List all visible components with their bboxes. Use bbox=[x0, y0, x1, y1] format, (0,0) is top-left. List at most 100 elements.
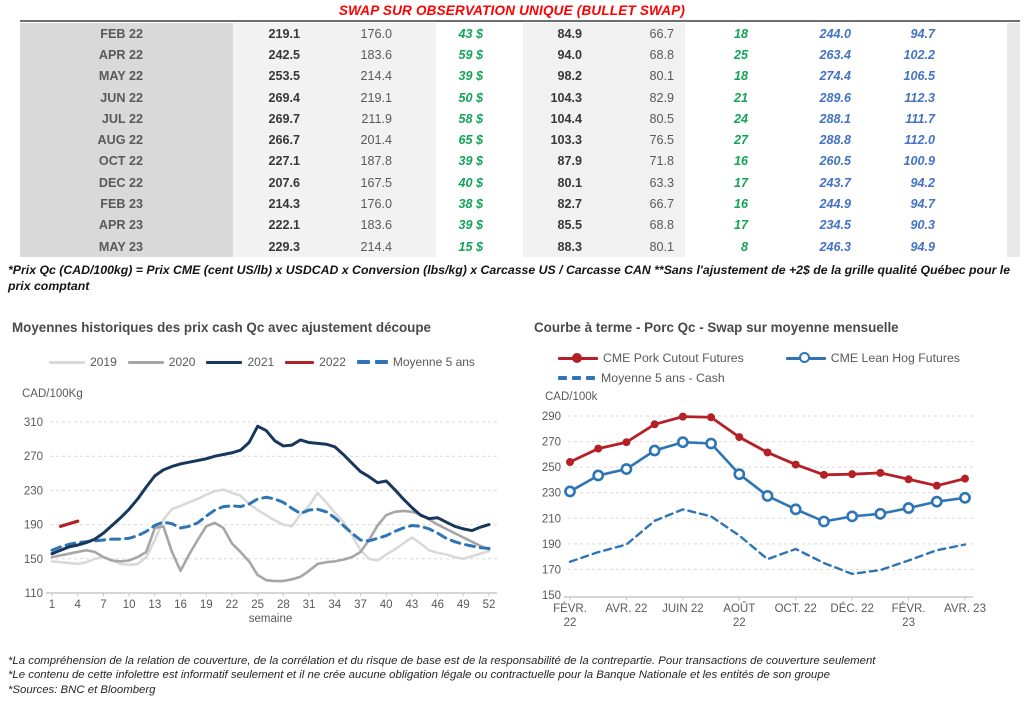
svg-text:7: 7 bbox=[100, 599, 106, 611]
disclaimer-line: *La compréhension de la relation de couv… bbox=[8, 655, 876, 667]
cell-value: 288.1 bbox=[819, 111, 851, 126]
svg-text:230: 230 bbox=[542, 488, 561, 500]
cell-value: 25 bbox=[733, 47, 748, 62]
cell-value: 214.4 bbox=[336, 235, 436, 258]
cell-value: 24 bbox=[733, 111, 748, 126]
svg-text:13: 13 bbox=[148, 599, 161, 611]
cell-value: 234.5 bbox=[819, 218, 851, 233]
cell-value: 183.6 bbox=[336, 44, 436, 66]
legend-label: 2020 bbox=[168, 355, 196, 369]
table-row: DEC 22 207.6 167.5 40 $ 80.1 63.3 17 243.7 94.2 bbox=[20, 172, 955, 194]
ring-line-swatch bbox=[785, 352, 826, 363]
svg-text:52: 52 bbox=[483, 599, 496, 611]
cell-month: APR 23 bbox=[20, 214, 233, 236]
cell-value: 94.7 bbox=[910, 26, 935, 41]
cell-value: 111.7 bbox=[905, 111, 935, 126]
cell-value: 201.4 bbox=[336, 129, 436, 151]
legend-item-2020: 2020 bbox=[127, 355, 196, 369]
cell-value: 8 bbox=[740, 239, 748, 254]
svg-text:110: 110 bbox=[25, 588, 43, 600]
right-chart-legend-row1: CME Pork Cutout Futures CME Lean Hog Fut… bbox=[558, 351, 960, 365]
cell-value: 269.7 bbox=[233, 108, 336, 130]
cell-month: FEB 23 bbox=[20, 193, 233, 215]
svg-text:37: 37 bbox=[354, 599, 367, 611]
legend-label: 2019 bbox=[90, 355, 117, 369]
cell-value: 187.8 bbox=[336, 150, 436, 173]
cell-value: 27 bbox=[733, 133, 748, 148]
svg-text:DÉC. 22: DÉC. 22 bbox=[830, 602, 873, 615]
cell-value: 39 $ bbox=[458, 218, 483, 233]
table-row: OCT 22 227.1 187.8 39 $ 87.9 71.8 16 260.5 100.9 bbox=[20, 150, 955, 173]
table-row: MAY 22 253.5 214.4 39 $ 98.2 80.1 18 274.4 106.5 bbox=[20, 65, 955, 87]
right-chart-title: Courbe à terme - Porc Qc - Swap sur moye… bbox=[534, 320, 899, 335]
table-row: APR 23 222.1 183.6 39 $ 85.5 68.8 17 234.5 90.3 bbox=[20, 214, 955, 236]
legend-label: 2021 bbox=[247, 355, 275, 369]
svg-text:4: 4 bbox=[75, 599, 82, 611]
table-row: MAY 23 229.3 214.4 15 $ 88.3 80.1 8 246.3 94.9 bbox=[20, 235, 955, 258]
right-chart-legend-row2: Moyenne 5 ans - Cash bbox=[558, 371, 725, 385]
svg-text:46: 46 bbox=[431, 599, 444, 611]
cell-value: 222.1 bbox=[233, 214, 336, 236]
line-swatch-2021 bbox=[206, 360, 243, 364]
cell-value: 167.5 bbox=[336, 172, 436, 194]
cell-value: 88.3 bbox=[523, 235, 604, 258]
svg-text:190: 190 bbox=[542, 539, 561, 551]
cell-value: 227.1 bbox=[233, 150, 336, 173]
cell-value: 58 $ bbox=[458, 111, 483, 126]
cell-value: 274.4 bbox=[819, 69, 851, 84]
cell-value: 176.0 bbox=[336, 23, 436, 45]
cell-value: 219.1 bbox=[336, 86, 436, 109]
svg-text:150: 150 bbox=[24, 554, 43, 566]
cell-value: 98.2 bbox=[523, 65, 604, 87]
cell-value: 16 bbox=[733, 154, 748, 169]
legend-item-2021: 2021 bbox=[206, 355, 274, 369]
line-swatch-2022 bbox=[285, 360, 315, 364]
table-footnote: *Prix Qc (CAD/100kg) = Prix CME (cent US… bbox=[8, 263, 1011, 294]
svg-text:230: 230 bbox=[24, 485, 43, 497]
svg-text:FÉVR.: FÉVR. bbox=[892, 602, 926, 615]
cell-value: 104.4 bbox=[523, 108, 604, 130]
cell-value: 244.9 bbox=[819, 197, 851, 212]
cell-value: 103.3 bbox=[523, 129, 604, 151]
disclaimer-line: *Le contenu de cette infolettre est info… bbox=[8, 669, 830, 682]
table-right-strip bbox=[1007, 23, 1020, 257]
cell-value: 71.8 bbox=[604, 150, 685, 173]
cell-value: 66.7 bbox=[604, 23, 685, 45]
legend-item-moyenne: Moyenne 5 ans bbox=[356, 355, 475, 369]
cell-value: 15 $ bbox=[458, 239, 483, 254]
svg-text:AOÛT: AOÛT bbox=[723, 602, 755, 615]
cell-value: 40 $ bbox=[458, 175, 483, 190]
cell-value: 266.7 bbox=[233, 129, 336, 151]
cell-value: 82.9 bbox=[604, 86, 685, 109]
cell-value: 229.3 bbox=[233, 235, 336, 258]
svg-text:40: 40 bbox=[380, 599, 393, 611]
cell-value: 94.2 bbox=[910, 175, 935, 190]
title-divider bbox=[20, 20, 1020, 22]
cell-month: FEB 22 bbox=[20, 23, 233, 45]
svg-text:210: 210 bbox=[542, 513, 561, 525]
left-chart-legend: 2019 2020 2021 2022 Moyenne 5 ans bbox=[8, 355, 516, 369]
cell-value: 50 $ bbox=[458, 90, 483, 105]
cell-month: JUN 22 bbox=[20, 86, 233, 109]
cell-value: 246.3 bbox=[819, 239, 851, 254]
svg-text:AVR. 23: AVR. 23 bbox=[944, 603, 986, 615]
dot-line-swatch bbox=[558, 353, 598, 363]
cell-month: DEC 22 bbox=[20, 172, 233, 194]
cell-value: 207.6 bbox=[233, 172, 336, 194]
svg-text:22: 22 bbox=[733, 617, 746, 629]
page-title: SWAP SUR OBSERVATION UNIQUE (BULLET SWAP… bbox=[338, 3, 686, 18]
cell-value: 18 bbox=[733, 26, 748, 41]
cell-value: 288.8 bbox=[819, 133, 851, 148]
legend-label: CME Lean Hog Futures bbox=[830, 351, 960, 365]
cell-value: 263.4 bbox=[819, 47, 851, 62]
svg-text:43: 43 bbox=[405, 599, 418, 611]
cell-value: 63.3 bbox=[604, 172, 685, 194]
cell-value: 18 bbox=[733, 69, 748, 84]
svg-text:31: 31 bbox=[303, 599, 316, 611]
table-row: AUG 22 266.7 201.4 65 $ 103.3 76.5 27 288.8 112.… bbox=[20, 129, 955, 151]
cell-value: 59 $ bbox=[458, 47, 483, 62]
cell-month: OCT 22 bbox=[20, 150, 233, 173]
svg-text:250: 250 bbox=[542, 462, 561, 474]
cell-value: 80.1 bbox=[604, 235, 685, 258]
cell-value: 106.5 bbox=[903, 69, 935, 84]
